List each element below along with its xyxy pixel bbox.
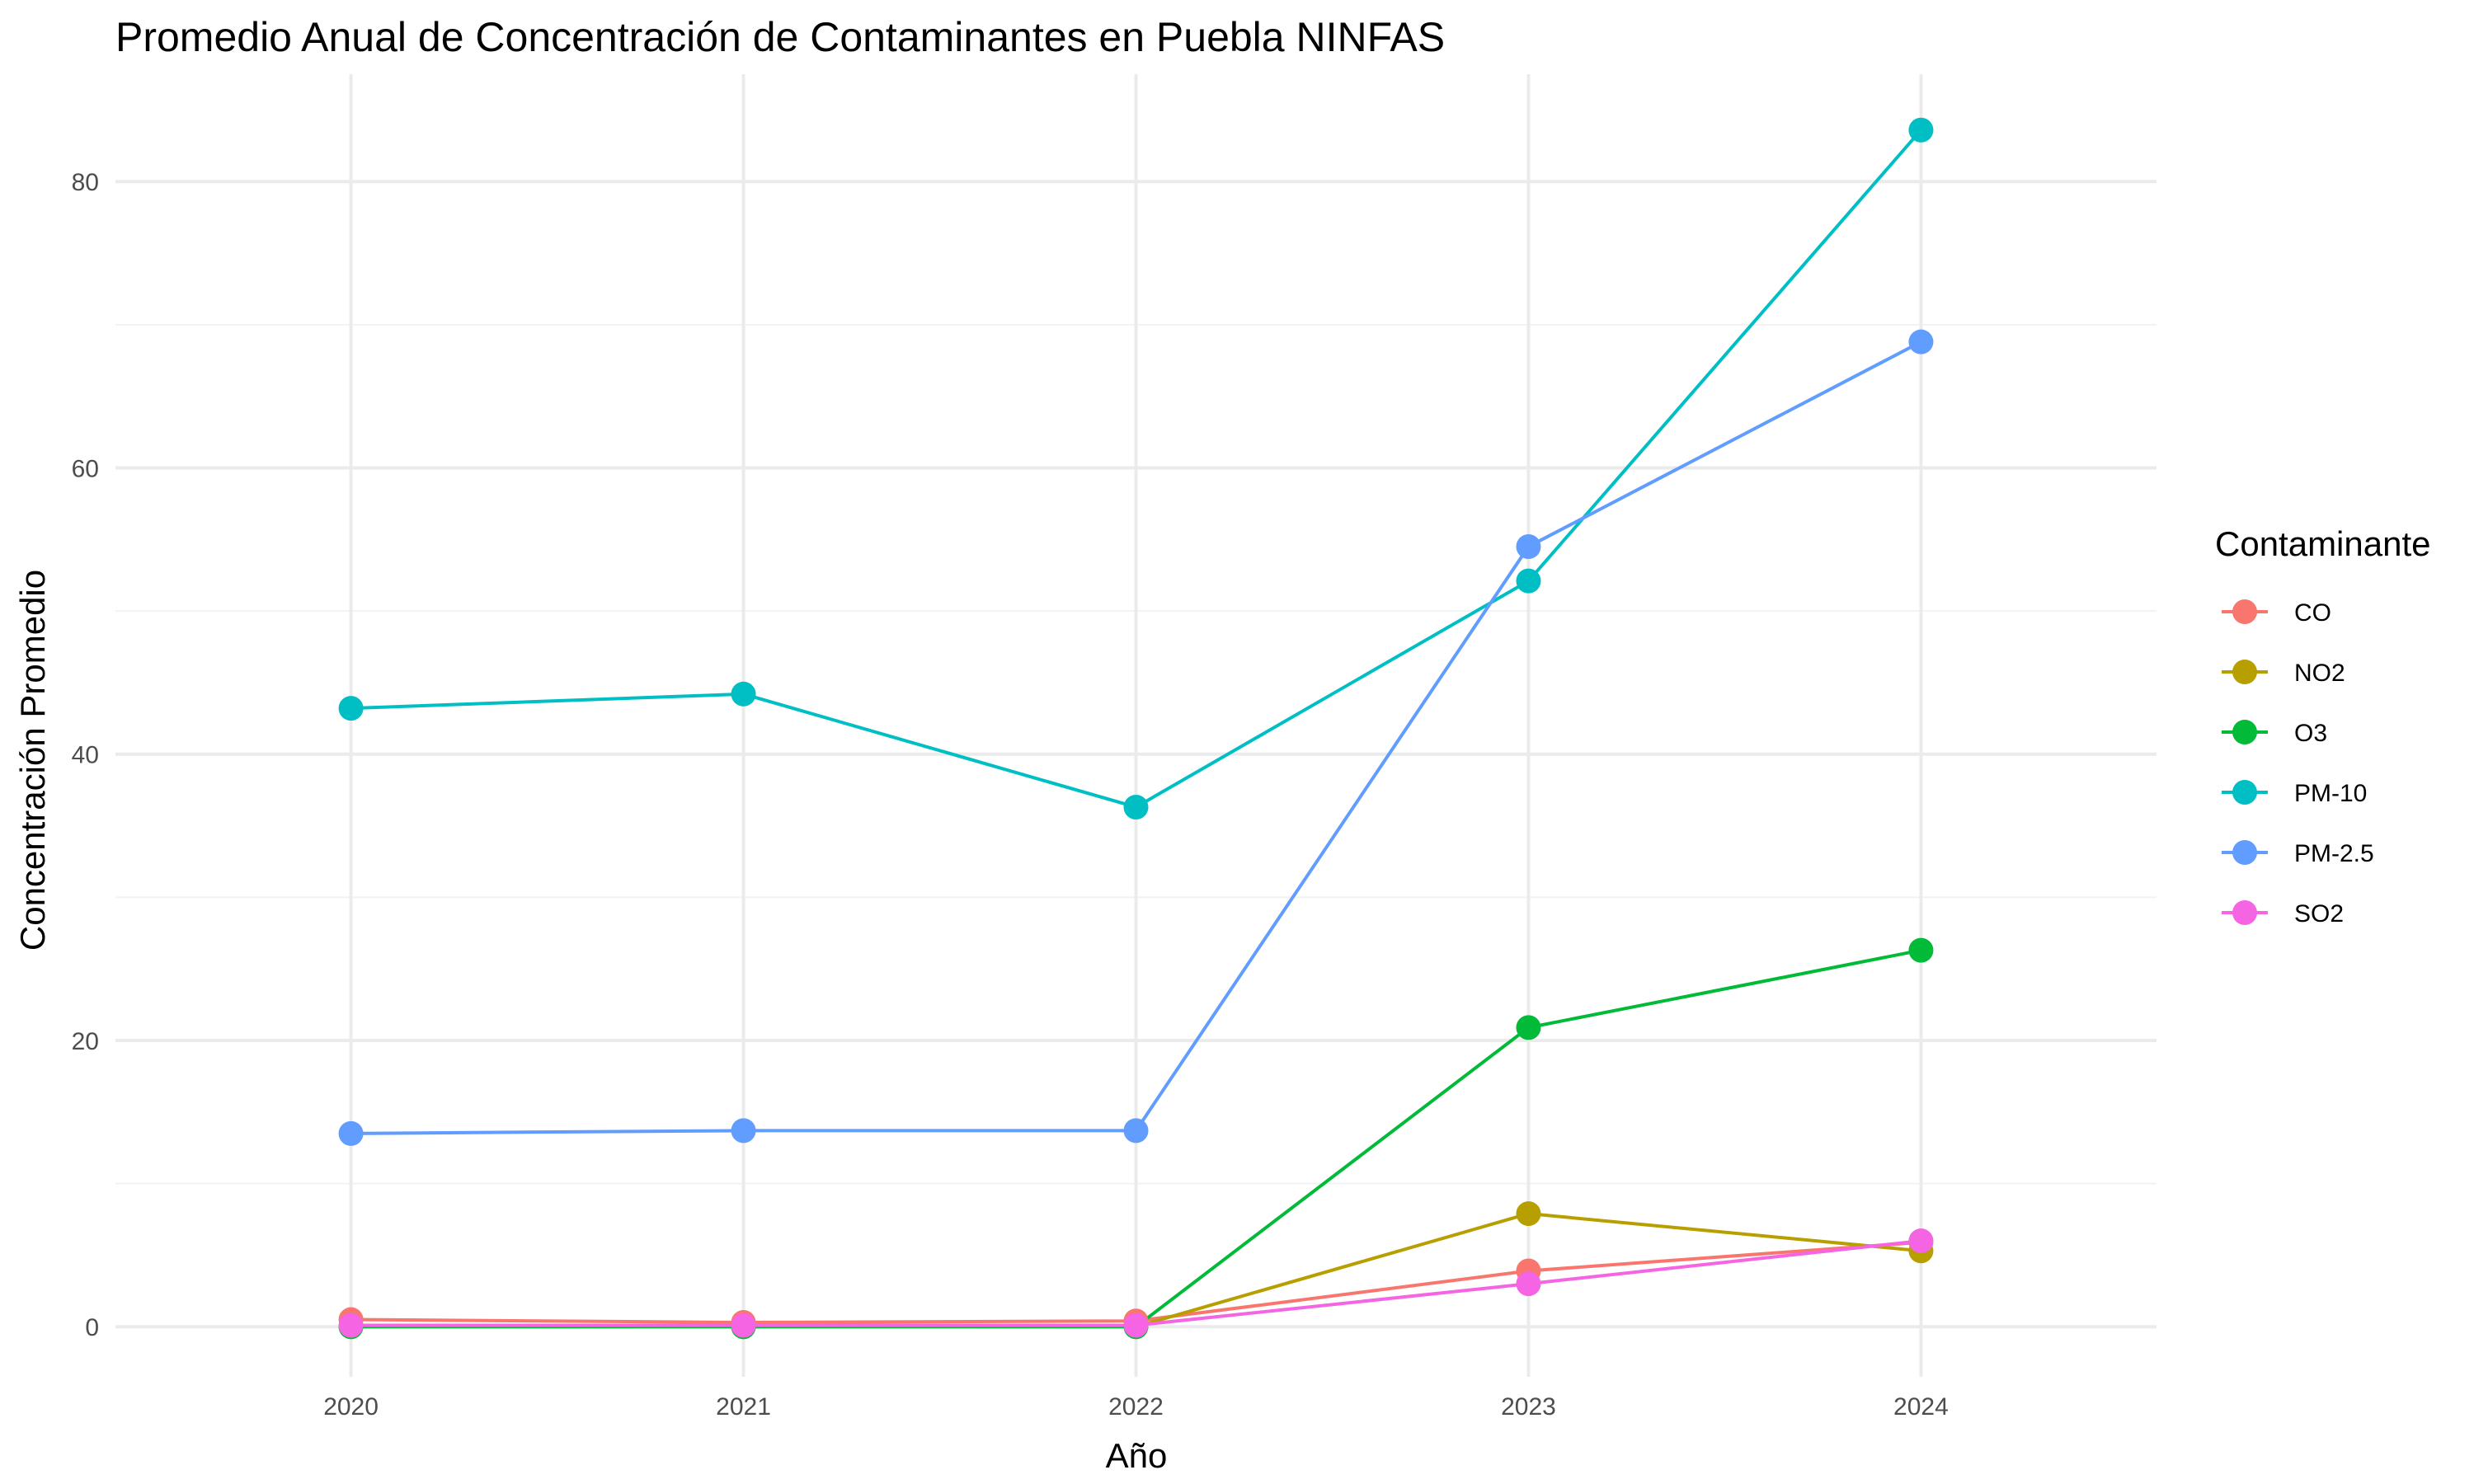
legend-title: Contaminante [2215,524,2431,563]
legend-key-point [2232,840,2257,865]
y-tick-label: 0 [85,1314,99,1341]
x-tick-label: 2024 [1893,1393,1949,1421]
y-tick-label: 40 [72,742,99,769]
data-point [1516,533,1541,559]
x-tick-label: 2022 [1108,1393,1164,1421]
grid [115,74,2157,1377]
data-point [1908,937,1934,963]
data-point [1516,1271,1541,1297]
legend-label: SO2 [2294,900,2344,928]
legend-label: O3 [2294,720,2327,747]
data-point [1123,1313,1149,1338]
x-axis-ticks: 2020 2021 2022 2023 2024 [323,1393,1949,1421]
legend-label: PM-10 [2294,780,2367,807]
data-point [1908,117,1934,143]
legend-item: CO [2222,599,2331,627]
series-points [338,1228,1934,1338]
legend-item: NO2 [2222,660,2345,687]
data-point [338,1120,364,1146]
legend-key-point [2232,599,2257,624]
legend-label: NO2 [2294,660,2345,687]
series-points [338,329,1934,1146]
legend-key-point [2232,720,2257,744]
legend-item: O3 [2222,720,2327,747]
data-point [338,1313,364,1338]
legend-item: PM-2.5 [2222,840,2374,867]
chart-title: Promedio Anual de Concentración de Conta… [115,14,1445,60]
series-layer [338,117,1934,1340]
legend-label: PM-2.5 [2294,840,2374,867]
x-tick-label: 2021 [716,1393,771,1421]
y-tick-label: 20 [72,1028,99,1055]
y-axis-title: Concentración Promedio [13,570,52,951]
data-point [1908,1228,1934,1254]
y-tick-label: 80 [72,169,99,196]
data-point [338,696,364,721]
legend-item: SO2 [2222,900,2344,928]
x-tick-label: 2023 [1501,1393,1556,1421]
x-axis-title: Año [1106,1436,1168,1475]
data-point [1516,568,1541,594]
legend-key-point [2232,900,2257,925]
x-tick-label: 2020 [323,1393,379,1421]
y-tick-label: 60 [72,455,99,482]
data-point [731,681,756,707]
data-point [1516,1201,1541,1227]
data-point [1123,1118,1149,1144]
legend-key-point [2232,780,2257,805]
series-points [338,117,1934,819]
data-point [1123,794,1149,819]
legend-key-point [2232,660,2257,684]
data-point [1908,329,1934,355]
data-point [731,1313,756,1338]
legend-label: CO [2294,599,2331,627]
legend-item: PM-10 [2222,780,2367,807]
y-axis-ticks: 0 20 40 60 80 [72,169,99,1341]
data-point [1516,1015,1541,1040]
data-point [731,1118,756,1144]
legend: Contaminante CO NO2 O3 PM-10 PM-2.5 SO2 [2215,524,2431,928]
